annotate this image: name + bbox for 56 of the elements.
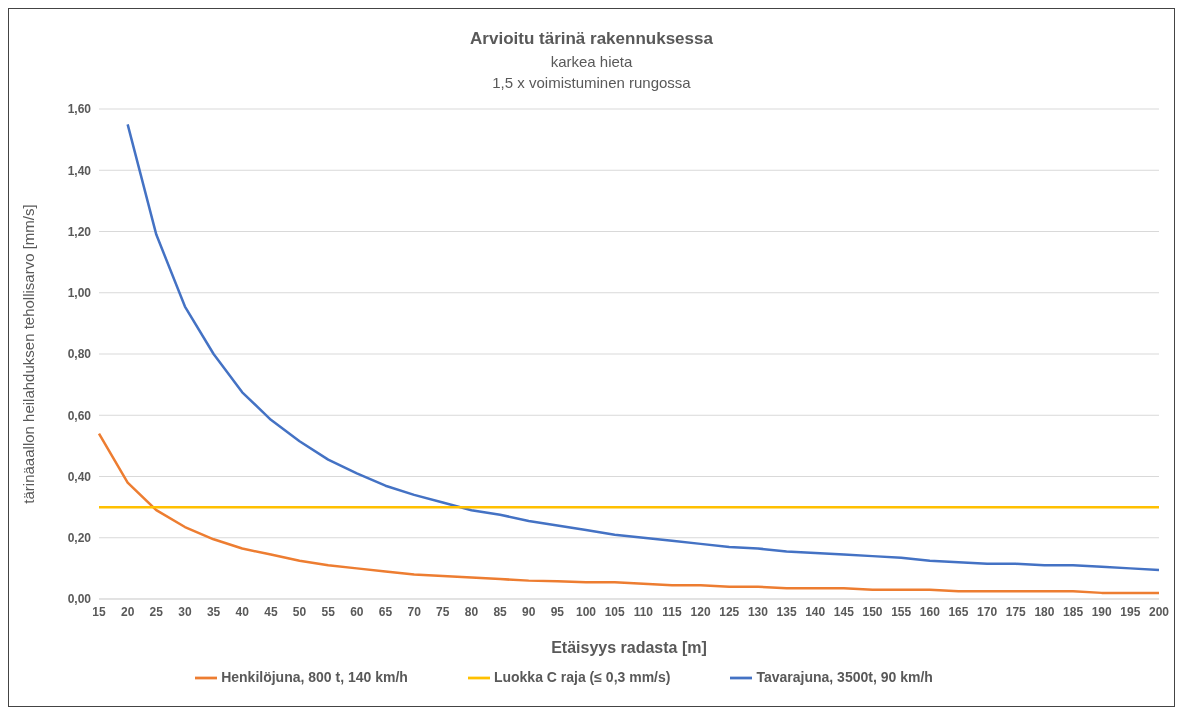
x-tick-label: 185 — [1063, 604, 1084, 619]
x-tick-label: 35 — [206, 604, 221, 619]
x-tick-label: 95 — [550, 604, 565, 619]
chart-subtitle: karkea hieta 1,5 x voimistuminen rungossa — [491, 53, 692, 91]
x-tick-label: 175 — [1005, 604, 1027, 619]
x-tick-label: 80 — [464, 604, 479, 619]
y-tick-label: 0,60 — [67, 408, 92, 423]
y-tick-label: 0,40 — [67, 469, 92, 484]
x-tick-label: 20 — [120, 604, 135, 619]
x-tick-label: 140 — [805, 604, 826, 619]
x-tick-label: 100 — [576, 604, 597, 619]
x-axis-title: Etäisyys radasta [m] — [551, 639, 707, 656]
y-axis-title: tärinäaallon heilahduksen tehollisarvo [mm/s] — [20, 204, 38, 504]
x-tick-label: 90 — [522, 604, 536, 619]
chart-title: Arvioitu tärinä rakennuksessa — [469, 29, 714, 49]
x-tick-label: 70 — [407, 604, 422, 619]
x-tick-label: 25 — [149, 604, 164, 619]
x-tick-label: 150 — [862, 604, 883, 619]
x-tick-label: 50 — [292, 604, 307, 619]
legend-label: Henkilöjuna, 800 t, 140 km/h — [221, 668, 408, 685]
y-tick-label: 1,60 — [67, 102, 92, 117]
x-tick-label: 125 — [719, 604, 740, 619]
x-tick-label: 190 — [1091, 604, 1113, 619]
x-tick-label: 200 — [1148, 604, 1170, 619]
x-tick-label: 165 — [948, 604, 969, 619]
y-tick-label: 1,00 — [67, 286, 92, 301]
x-tick-label: 135 — [776, 604, 797, 619]
x-tick-label: 180 — [1034, 604, 1055, 619]
y-tick-label: 1,40 — [67, 163, 92, 178]
y-tick-label: 1,20 — [67, 224, 92, 239]
legend-label: Luokka C raja (≤ 0,3 mm/s) — [493, 668, 671, 685]
x-tick-label: 30 — [178, 604, 192, 619]
x-tick-label: 75 — [436, 604, 450, 619]
line-series — [97, 432, 1161, 595]
x-tick-label: 145 — [833, 604, 855, 619]
y-tick-label: 0,00 — [67, 592, 92, 607]
x-tick-label: 60 — [350, 604, 364, 619]
x-tick-label: 45 — [264, 604, 278, 619]
x-tick-label: 160 — [919, 604, 941, 619]
x-tick-label: 120 — [690, 604, 711, 619]
x-tick-label: 15 — [92, 604, 106, 619]
x-tick-label: 105 — [604, 604, 626, 619]
y-tick-label: 0,80 — [67, 347, 92, 362]
x-tick-label: 40 — [235, 604, 250, 619]
x-tick-label: 110 — [633, 604, 654, 619]
x-tick-label: 155 — [891, 604, 912, 619]
y-tick-label: 0,20 — [67, 531, 92, 546]
legend-label: Tavarajuna, 3500t, 90 km/h — [756, 668, 933, 685]
x-tick-label: 130 — [747, 604, 769, 619]
x-tick-label: 115 — [662, 604, 682, 619]
x-tick-label: 85 — [493, 604, 508, 619]
line-series — [126, 123, 1161, 572]
x-tick-label: 55 — [321, 604, 336, 619]
x-tick-label: 195 — [1120, 604, 1141, 619]
x-tick-label: 65 — [378, 604, 393, 619]
x-tick-label: 170 — [977, 604, 998, 619]
